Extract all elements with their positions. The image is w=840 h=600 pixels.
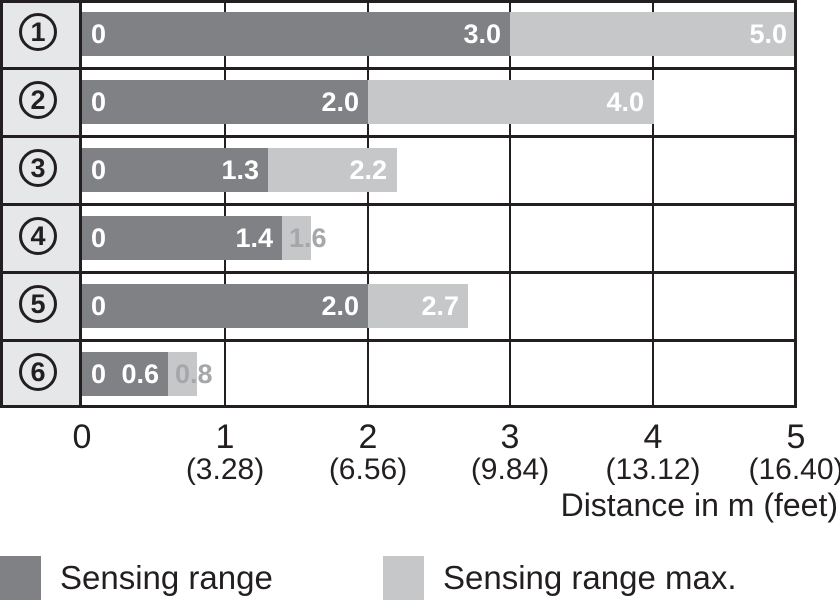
- row-id-badge: 2: [19, 81, 57, 119]
- row-separator: [0, 135, 797, 138]
- x-tick: 4 (13.12): [605, 420, 700, 486]
- sensing-range-max-value: 4.0: [606, 87, 644, 117]
- legend-item-sensing-range-max: Sensing range max.: [383, 556, 737, 600]
- bar-zero-label: 0: [91, 223, 107, 253]
- sensing-range-value: 2.0: [321, 291, 359, 321]
- sensing-range-max-bar: [510, 12, 796, 56]
- sensing-range-value: 0.6: [121, 359, 159, 389]
- sensing-range-value: 3.0: [463, 19, 501, 49]
- sensing-range-max-bar: [368, 80, 654, 124]
- bar-zero-label: 0: [91, 359, 107, 389]
- sensing-range-bar: [82, 284, 368, 328]
- chart-frame-left: [0, 0, 3, 408]
- bar-zero-label: 0: [91, 291, 107, 321]
- sensing-range-max-value: 2.7: [421, 291, 459, 321]
- x-tick-feet: (6.56): [328, 453, 408, 486]
- x-tick: 3 (9.84): [471, 420, 549, 486]
- sensing-range-max-bar: [168, 352, 197, 396]
- x-tick: 1 (3.28): [186, 420, 264, 486]
- x-tick-meters: 4: [643, 418, 663, 456]
- legend-label-sensing-range: Sensing range: [60, 559, 273, 596]
- x-tick-meters: 3: [500, 418, 520, 456]
- sensing-range-max-value: 5.0: [749, 19, 787, 49]
- row-separator: [0, 203, 797, 206]
- sensing-range-bar: [82, 80, 368, 124]
- sensing-range-bar: [82, 352, 168, 396]
- sensing-range-max-bar: [368, 284, 468, 328]
- x-tick: 2 (6.56): [329, 420, 407, 486]
- sensing-range-max-bar: [282, 216, 311, 260]
- legend-swatch-sensing-range-max: [383, 556, 424, 600]
- bar-zero-label: 0: [91, 155, 107, 185]
- row-id-badge: 4: [19, 217, 57, 255]
- sensing-range-bar: [82, 148, 268, 192]
- row-separator: [0, 271, 797, 274]
- row-id-badge: 3: [19, 149, 57, 187]
- legend-item-sensing-range: Sensing range: [0, 556, 273, 600]
- row-separator: [0, 67, 797, 70]
- legend: Sensing range Sensing range max.: [0, 556, 840, 600]
- chart-frame-bottom: [0, 405, 797, 408]
- row-id-badge: 1: [19, 13, 57, 51]
- bar-zero-label: 0: [91, 87, 107, 117]
- x-tick-feet: (13.12): [605, 453, 701, 486]
- x-axis-title: Distance in m (feet): [560, 487, 838, 523]
- x-tick: 0: [73, 420, 92, 454]
- x-tick-meters: 2: [358, 418, 378, 456]
- sensing-range-max-bar: [268, 148, 397, 192]
- x-tick-feet: (3.28): [185, 453, 265, 486]
- legend-label-sensing-range-max: Sensing range max.: [443, 559, 737, 596]
- sensing-range-value: 2.0: [321, 87, 359, 117]
- x-tick-feet: (16.40): [748, 453, 840, 486]
- sensing-range-value: 1.4: [235, 223, 273, 253]
- x-tick-meters: 1: [215, 418, 235, 456]
- x-tick-meters: 5: [786, 418, 806, 456]
- sensing-range-bar: [82, 216, 282, 260]
- legend-swatch-sensing-range: [0, 556, 41, 600]
- sensing-range-max-value: 2.2: [349, 155, 387, 185]
- x-tick-meters: 0: [72, 418, 92, 456]
- chart-frame-right: [794, 0, 797, 408]
- x-tick-feet: (9.84): [470, 453, 550, 486]
- row-id-badge: 6: [19, 353, 57, 391]
- bar-zero-label: 0: [91, 19, 107, 49]
- sensing-range-max-value: 1.6: [289, 223, 327, 253]
- chart-frame-top: [0, 0, 797, 3]
- sensing-range-value: 1.3: [221, 155, 259, 185]
- x-tick: 5 (16.40): [748, 420, 840, 486]
- sensing-range-max-value: 0.8: [175, 359, 213, 389]
- sensing-range-bar: [82, 12, 510, 56]
- row-id-badge: 5: [19, 285, 57, 323]
- row-separator: [0, 339, 797, 342]
